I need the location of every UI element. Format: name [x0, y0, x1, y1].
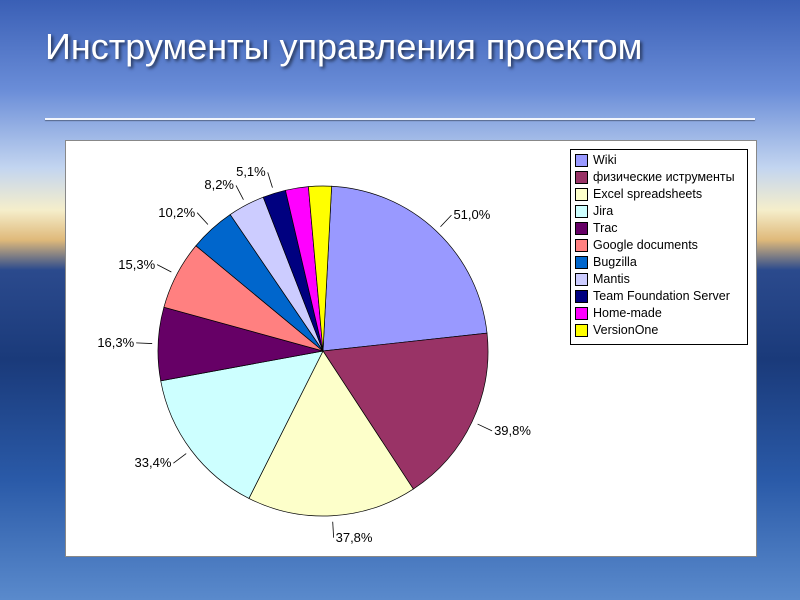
legend-label: Jira — [593, 204, 613, 219]
legend-item: VersionOne — [575, 323, 743, 338]
legend-item: Wiki — [575, 153, 743, 168]
legend-label: Excel spreadsheets — [593, 187, 702, 202]
legend-item: Home-made — [575, 306, 743, 321]
pie-chart: 51,0% 39,8% 37,8% 33,4% 16,3% 15,3% 10,2% 8,2%5… — [86, 151, 561, 546]
pie-label: 8,2% — [204, 177, 234, 192]
legend-swatch — [575, 239, 588, 252]
legend-item: Mantis — [575, 272, 743, 287]
pie-label: 33,4% — [135, 455, 172, 470]
pie-label: 10,2% — [158, 205, 195, 220]
legend-label: Bugzilla — [593, 255, 637, 270]
legend-item: Excel spreadsheets — [575, 187, 743, 202]
chart-panel: 51,0% 39,8% 37,8% 33,4% 16,3% 15,3% 10,2% 8,2%5… — [65, 140, 757, 557]
legend-swatch — [575, 256, 588, 269]
legend-label: VersionOne — [593, 323, 658, 338]
legend-swatch — [575, 205, 588, 218]
legend-label: Team Foundation Server — [593, 289, 730, 304]
pie-label: 15,3% — [118, 257, 155, 272]
legend-item: Jira — [575, 204, 743, 219]
slide-title: Инструменты управления проектом — [45, 25, 642, 68]
legend-item: Google documents — [575, 238, 743, 253]
legend: Wiki физические иструменты Excel spreadshe… — [570, 149, 748, 345]
legend-swatch — [575, 324, 588, 337]
pie-label: 16,3% — [97, 335, 134, 350]
legend-swatch — [575, 307, 588, 320]
pie-label: 37,8% — [336, 530, 373, 545]
legend-label: Wiki — [593, 153, 617, 168]
title-underline — [45, 118, 755, 120]
legend-swatch — [575, 290, 588, 303]
legend-swatch — [575, 273, 588, 286]
legend-label: Trac — [593, 221, 618, 236]
legend-item: физические иструменты — [575, 170, 743, 185]
pie-label: 5,1% — [236, 164, 266, 179]
legend-swatch — [575, 188, 588, 201]
legend-swatch — [575, 222, 588, 235]
legend-item: Bugzilla — [575, 255, 743, 270]
legend-label: физические иструменты — [593, 170, 735, 185]
legend-swatch — [575, 171, 588, 184]
legend-item: Trac — [575, 221, 743, 236]
legend-swatch — [575, 154, 588, 167]
legend-label: Mantis — [593, 272, 630, 287]
pie-label: 51,0% — [453, 207, 490, 222]
slide: Инструменты управления проектом 51,0% 39,… — [0, 0, 800, 600]
legend-label: Home-made — [593, 306, 662, 321]
legend-label: Google documents — [593, 238, 698, 253]
pie-label: 39,8% — [494, 423, 531, 438]
legend-item: Team Foundation Server — [575, 289, 743, 304]
